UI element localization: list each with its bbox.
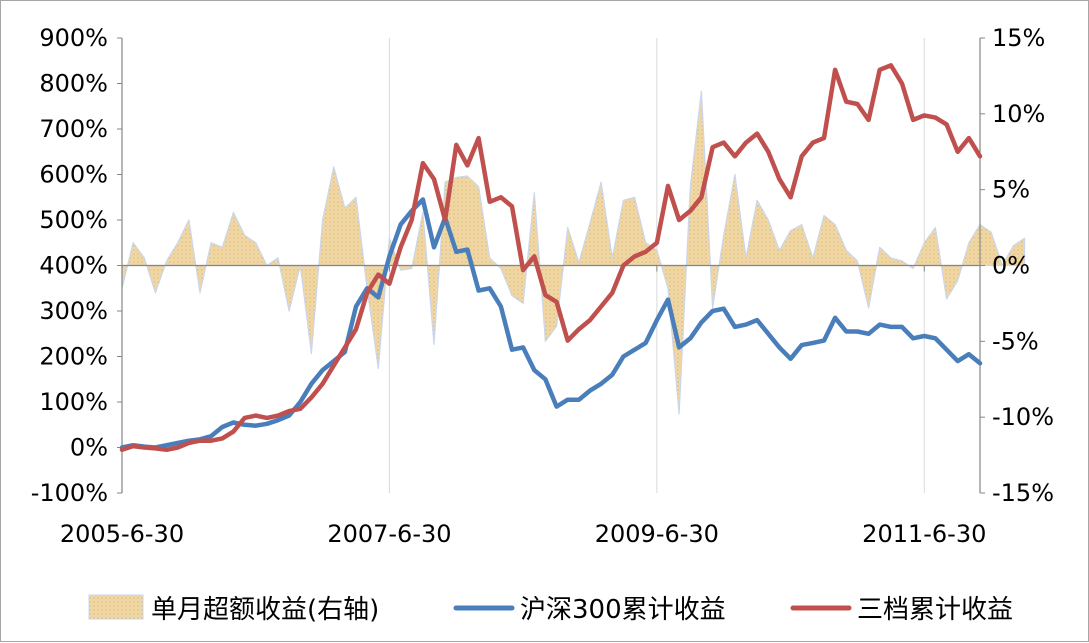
right-tick-label: 15% (992, 24, 1045, 52)
right-tick-label: -5% (992, 327, 1039, 355)
line-series-layer (119, 63, 983, 453)
x-tick-label: 2007-6-30 (327, 520, 451, 548)
legend-label: 单月超额收益(右轴) (151, 595, 379, 625)
left-tick-label: 200% (39, 343, 108, 371)
left-tick-label: 0% (70, 434, 108, 462)
left-tick-label: -100% (31, 479, 108, 507)
legend-label: 沪深300累计收益 (520, 595, 726, 625)
series-line-hs300 (119, 197, 983, 450)
x-tick-label: 2005-6-30 (60, 520, 184, 548)
left-tick-label: 600% (39, 161, 108, 189)
right-tick-label: 5% (992, 176, 1030, 204)
area-series-layer (121, 90, 1026, 415)
right-tick-label: -10% (992, 403, 1054, 431)
tick-labels: -100% 0% 100% 200% 300% 400% 500% 600% 700% 800% 9… (31, 24, 1054, 548)
right-tick-label: -15% (992, 479, 1054, 507)
series-line-tier3 (119, 63, 983, 453)
left-tick-label: 100% (39, 388, 108, 416)
series-area-monthly-excess (121, 90, 1026, 415)
right-tick-label: 10% (992, 100, 1045, 128)
axes (117, 37, 985, 494)
left-tick-label: 500% (39, 206, 108, 234)
left-tick-label: 700% (39, 115, 108, 143)
right-tick-label: 0% (992, 252, 1030, 280)
left-tick-label: 900% (39, 24, 108, 52)
x-tick-label: 2011-6-30 (862, 520, 986, 548)
x-tick-label: 2009-6-30 (595, 520, 719, 548)
left-tick-label: 300% (39, 297, 108, 325)
legend-swatch-area (88, 594, 144, 620)
left-tick-label: 400% (39, 252, 108, 280)
legend-label: 三档累计收益 (857, 595, 1013, 625)
legend: 单月超额收益(右轴) 沪深300累计收益 三档累计收益 (88, 594, 1013, 625)
left-tick-label: 800% (39, 70, 108, 98)
